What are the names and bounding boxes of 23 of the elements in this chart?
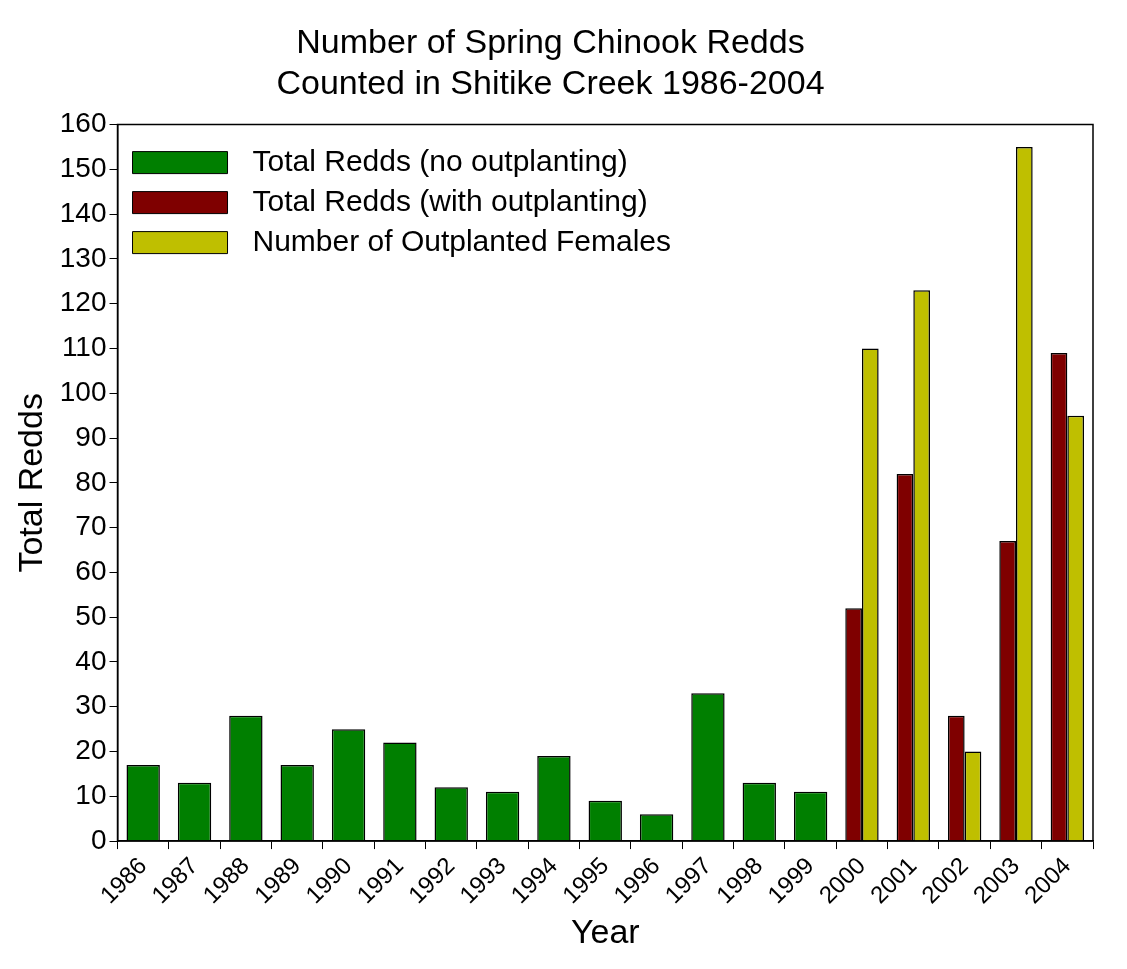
y-tick-label: 140 [59,196,107,228]
legend-label: Total Redds (no outplanting) [252,143,628,177]
y-tick-label: 150 [59,152,107,184]
x-axis-title: Year [570,911,640,950]
legend-label: Total Redds (with outplanting) [252,183,648,217]
y-tick-label: 120 [59,286,107,318]
legend-label: Number of Outplanted Females [252,223,672,257]
y-tick-label: 50 [75,599,107,631]
y-tick-label: 0 [90,823,107,855]
y-tick-label: 100 [59,376,107,407]
y-tick-label: 10 [75,779,107,811]
y-tick-label: 160 [59,107,107,139]
y-tick-label: 130 [59,241,107,273]
y-tick-label: 30 [75,689,107,721]
y-tick-label: 20 [75,734,107,766]
y-tick-label: 70 [75,510,107,542]
y-tick-label: 40 [75,644,107,676]
y-tick-label: 80 [75,465,107,497]
y-tick-label: 110 [61,331,107,363]
y-tick-label: 90 [75,420,107,452]
y-axis-title: Total Redds [10,393,49,573]
chart-title: Number of Spring Chinook Redds Counted in Shitike Creek 1986-2004 [276,21,825,101]
y-tick-label: 60 [75,555,107,587]
